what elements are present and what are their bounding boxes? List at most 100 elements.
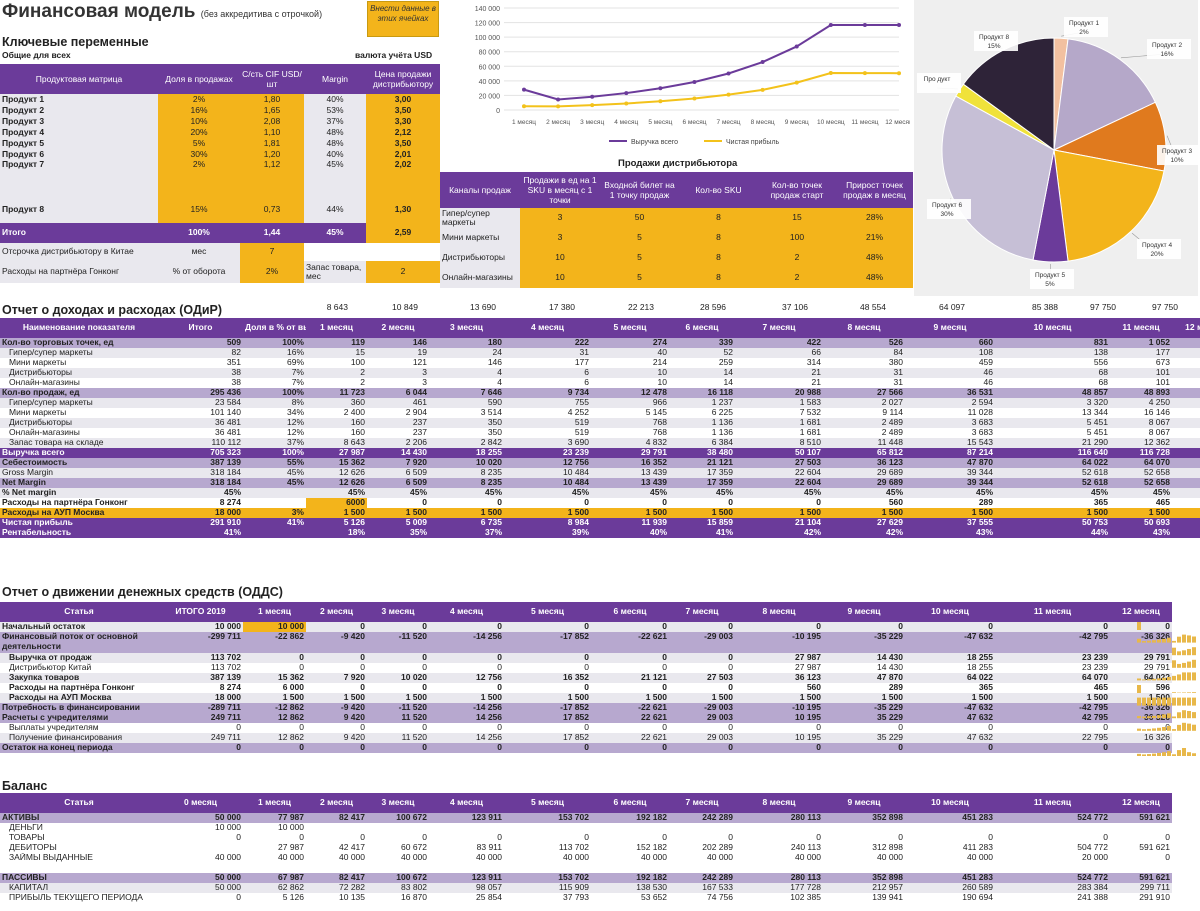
kv-value-cell[interactable]: 5% (158, 138, 240, 149)
pl-cell: 37% (243, 438, 306, 448)
dist-value-cell[interactable]: 8 (679, 268, 758, 288)
kv-value-cell[interactable]: 3,50 (366, 105, 440, 116)
spark-bar (1192, 672, 1196, 681)
dist-value-cell[interactable]: 21% (836, 228, 913, 248)
stock-value[interactable]: 2 (366, 261, 440, 283)
kv-product-row: Продукт 8 15% 0,73 44% 1,30 (0, 197, 440, 223)
kv-value-cell[interactable]: 10% (158, 116, 240, 127)
bal-cell (1110, 823, 1172, 833)
cf-cell: 47 870 (823, 673, 905, 683)
dist-value-cell[interactable]: 5 (600, 248, 679, 268)
spark-bar (1147, 679, 1151, 681)
bal-row-label: ЗАЙМЫ ВЫДАННЫЕ (0, 853, 158, 863)
kv-value-cell[interactable]: 1,10 (240, 127, 304, 138)
kv-value-cell[interactable]: 0,73 (240, 197, 304, 223)
dist-title: Продажи дистрибьютора (618, 158, 738, 169)
kv-value-cell[interactable]: 2% (158, 94, 240, 105)
kv-value-cell[interactable]: 1,81 (240, 138, 304, 149)
spark-bar (1182, 697, 1186, 706)
kv-value-cell[interactable]: 30% (158, 149, 240, 160)
pl-cell: 5 440 (1172, 398, 1200, 408)
dist-value-cell[interactable]: 5 (600, 228, 679, 248)
bal-cell: 83 911 (429, 843, 504, 853)
bal-cell (905, 823, 995, 833)
cf-cell: -11 520 (367, 703, 429, 713)
bal-cell: 40 000 (735, 853, 823, 863)
pl-cell: 116 640 (995, 448, 1110, 458)
kv-value-cell[interactable]: 3,00 (366, 94, 440, 105)
deferral-value[interactable]: 7 (240, 243, 304, 261)
dist-value-cell[interactable]: 3 (520, 208, 600, 228)
dist-value-cell[interactable]: 2 (758, 248, 836, 268)
dist-value-cell[interactable]: 10 (520, 268, 600, 288)
dist-value-cell[interactable]: 50 (600, 208, 679, 228)
cf-cell: -289 711 (158, 703, 243, 713)
kv-value-cell[interactable]: 15% (158, 197, 240, 223)
pl-cell: 43% (905, 528, 995, 538)
dist-value-cell[interactable]: 5 (600, 268, 679, 288)
bal-cell: 202 289 (669, 843, 735, 853)
dist-value-cell[interactable]: 48% (836, 248, 913, 268)
cf-cell: 10 000 (243, 622, 306, 632)
pl-cell: 48 893 (1110, 388, 1172, 398)
dist-header-row: Каналы продаж Продажи в ед на 1 SKU в мес… (440, 172, 913, 208)
kv-value-cell[interactable]: 1,80 (240, 94, 304, 105)
spark-bar (1177, 712, 1181, 719)
kv-value-cell[interactable]: 1,65 (240, 105, 304, 116)
dist-header-cell: Входной билет на 1 точку продаж (600, 172, 679, 208)
kv-value-cell[interactable]: 2,01 (366, 149, 440, 160)
cf-cell: 22 795 (995, 733, 1110, 743)
kv-value-cell[interactable]: 16% (158, 105, 240, 116)
spark-bar (1137, 753, 1141, 756)
pl-cell: 10 (591, 368, 669, 378)
pl-cell: 37 555 (905, 518, 995, 528)
cf-row-label: Закупка товаров (0, 673, 158, 683)
hk-value[interactable]: 2% (240, 261, 304, 283)
kv-value-cell[interactable]: 3,50 (366, 138, 440, 149)
dist-value-cell[interactable]: 48% (836, 268, 913, 288)
spark-bar (1157, 753, 1161, 756)
dist-value-cell[interactable]: 10 (520, 248, 600, 268)
pl-cell: 23 239 (504, 448, 591, 458)
kv-value-cell[interactable]: 1,12 (240, 160, 304, 197)
kv-value-cell[interactable]: 2% (158, 160, 240, 197)
bal-cell (158, 863, 243, 873)
bal-header-cell: 4 месяц (429, 793, 504, 813)
cf-header-cell: 4 месяц (429, 602, 504, 622)
pl-cell: 295 436 (158, 388, 243, 398)
kv-value-cell[interactable]: 20% (158, 127, 240, 138)
bal-cell: 42 417 (306, 843, 367, 853)
pl-header-row: Наименование показателя Итого Доля в % от … (0, 318, 1200, 338)
pl-cell: 13 439 (591, 468, 669, 478)
dist-value-cell[interactable]: 15 (758, 208, 836, 228)
pl-cell: 177 (1110, 348, 1172, 358)
pl-cell: 12 626 (306, 478, 367, 488)
bal-cell (1110, 863, 1172, 873)
dist-value-cell[interactable]: 8 (679, 208, 758, 228)
kv-value-cell[interactable]: 2,02 (366, 160, 440, 197)
kv-value-cell[interactable]: 1,30 (366, 197, 440, 223)
kv-value-cell[interactable]: 3,30 (366, 116, 440, 127)
dist-value-cell[interactable]: 8 (679, 228, 758, 248)
pl-cell: 5 451 (995, 418, 1110, 428)
bal-row (0, 863, 1172, 873)
cf-cell: 0 (504, 743, 591, 753)
pl-cell: 1 583 (735, 398, 823, 408)
dist-value-cell[interactable]: 8 (679, 248, 758, 268)
pl-row-label: Расходы на АУП Москва (0, 508, 158, 518)
dist-value-cell[interactable]: 2 (758, 268, 836, 288)
kv-value-cell[interactable]: 2,12 (366, 127, 440, 138)
kv-header-row: Продуктовая матрица Доля в продажах С/сть … (0, 64, 440, 94)
cf-cell: 16 352 (504, 673, 591, 683)
pl-cell: 1 500 (1110, 508, 1172, 518)
dist-value-cell[interactable]: 28% (836, 208, 913, 228)
pl-cell (243, 488, 306, 498)
cf-cell: 0 (367, 723, 429, 733)
kv-value-cell[interactable]: 2,08 (240, 116, 304, 127)
pl-cell: 227 (1172, 348, 1200, 358)
dist-value-cell[interactable]: 3 (520, 228, 600, 248)
kv-value-cell[interactable]: 1,20 (240, 149, 304, 160)
bal-header-cell: 7 месяц (669, 793, 735, 813)
pl-cell: 27 566 (823, 388, 905, 398)
dist-value-cell[interactable]: 100 (758, 228, 836, 248)
